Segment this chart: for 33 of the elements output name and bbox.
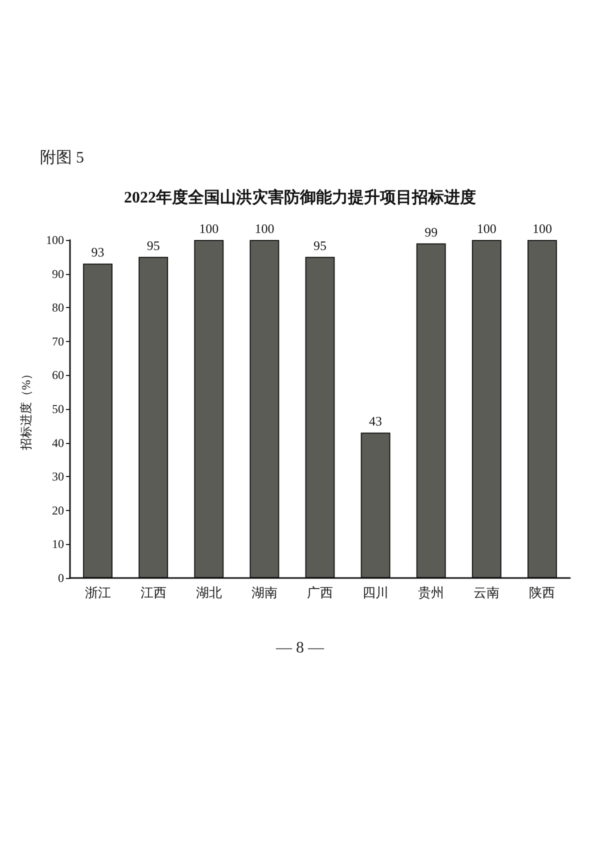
x-tick-label: 江西 — [140, 585, 166, 600]
y-tick-label: 10 — [52, 537, 64, 552]
data-label: 43 — [369, 414, 382, 429]
data-label: 100 — [254, 221, 274, 236]
x-tick-label: 贵州 — [418, 585, 444, 600]
y-axis-title: 招标进度（%） — [19, 368, 33, 451]
x-tick-label: 湖南 — [251, 585, 278, 600]
text: — 8 — — [275, 640, 325, 656]
y-tick-label: 90 — [52, 266, 64, 281]
y-tick-label: 0 — [58, 571, 64, 585]
data-label: 95 — [314, 238, 326, 253]
data-label: 93 — [91, 244, 104, 260]
y-tick-label: 60 — [52, 368, 64, 382]
y-tick-label: 20 — [52, 503, 64, 518]
x-tick-label: 广西 — [307, 585, 333, 600]
y-tick-label: 40 — [52, 436, 64, 450]
y-tick-label: 50 — [52, 402, 64, 416]
data-label: 95 — [146, 238, 160, 253]
data-label: 99 — [424, 224, 438, 240]
x-tick-label: 四川 — [362, 585, 389, 600]
text: 附图 5 — [40, 150, 84, 166]
y-tick-label: 30 — [52, 470, 64, 484]
x-tick-label: 湖北 — [196, 585, 222, 600]
x-tick-label: 浙江 — [84, 585, 111, 600]
y-tick-label: 70 — [52, 334, 64, 348]
chart-title: 2022年度全国山洪灾害防御能力提升项目招标进度 — [124, 188, 476, 206]
x-tick-label: 云南 — [474, 585, 500, 600]
data-label: 100 — [532, 221, 552, 236]
data-label: 100 — [476, 221, 496, 236]
y-tick-label: 80 — [52, 300, 64, 315]
y-tick-label: 100 — [46, 233, 64, 247]
data-label: 100 — [199, 221, 219, 236]
x-tick-label: 陕西 — [529, 585, 556, 600]
